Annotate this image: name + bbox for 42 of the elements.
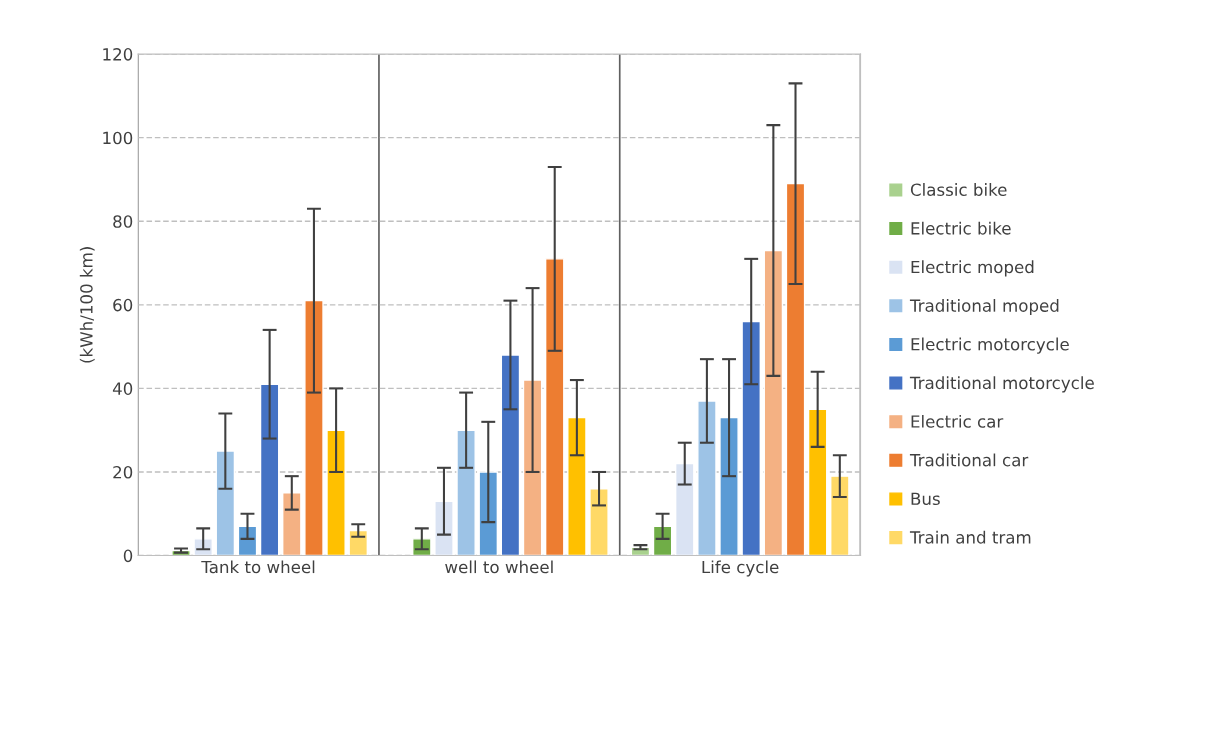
x-tick-label: Life cycle xyxy=(702,560,779,577)
x-tick-label: Tank to wheel xyxy=(201,560,315,574)
bar xyxy=(567,416,587,556)
bar xyxy=(348,529,369,556)
y-tick-label: 0 xyxy=(123,549,133,563)
y-tick-label: 20 xyxy=(113,465,133,479)
bar xyxy=(215,450,236,556)
y-tick-label: 40 xyxy=(112,382,133,395)
legend-label: Traditional moped xyxy=(909,298,1059,316)
y-tick-label: 100 xyxy=(103,131,133,145)
y-tick-label: 80 xyxy=(113,215,133,228)
bar xyxy=(282,492,302,556)
bar xyxy=(741,320,761,556)
legend-label: Traditional car xyxy=(909,453,1029,467)
legend-label: Electric car xyxy=(911,414,1004,428)
bar xyxy=(500,354,521,556)
bar xyxy=(763,249,784,556)
bar xyxy=(589,488,609,556)
legend-label: Electric bike xyxy=(911,221,1011,235)
bar xyxy=(544,258,565,556)
y-tick-label: 60 xyxy=(113,298,133,312)
legend-label: Train and tram xyxy=(909,530,1031,544)
bar xyxy=(785,182,806,556)
legend-label: Classic bike xyxy=(910,183,1007,196)
bar xyxy=(326,429,346,556)
legend-label: Bus xyxy=(911,492,940,506)
bar xyxy=(259,383,280,556)
y-tick-label: 120 xyxy=(103,48,133,61)
bar xyxy=(456,429,476,556)
bar xyxy=(674,462,695,556)
bar xyxy=(522,379,543,556)
bar xyxy=(478,471,499,556)
x-tick-label: well to wheel xyxy=(445,560,553,574)
bar xyxy=(304,299,324,556)
legend-label: Electric motorcycle xyxy=(911,337,1069,354)
bar xyxy=(807,408,828,556)
bar xyxy=(719,416,739,556)
bar xyxy=(697,400,717,556)
legend-label: Traditional motorcycle xyxy=(909,376,1094,393)
y-axis-title: (kWh/100 km) xyxy=(79,247,95,363)
legend-label: Electric moped xyxy=(911,260,1034,277)
bar xyxy=(830,475,850,556)
